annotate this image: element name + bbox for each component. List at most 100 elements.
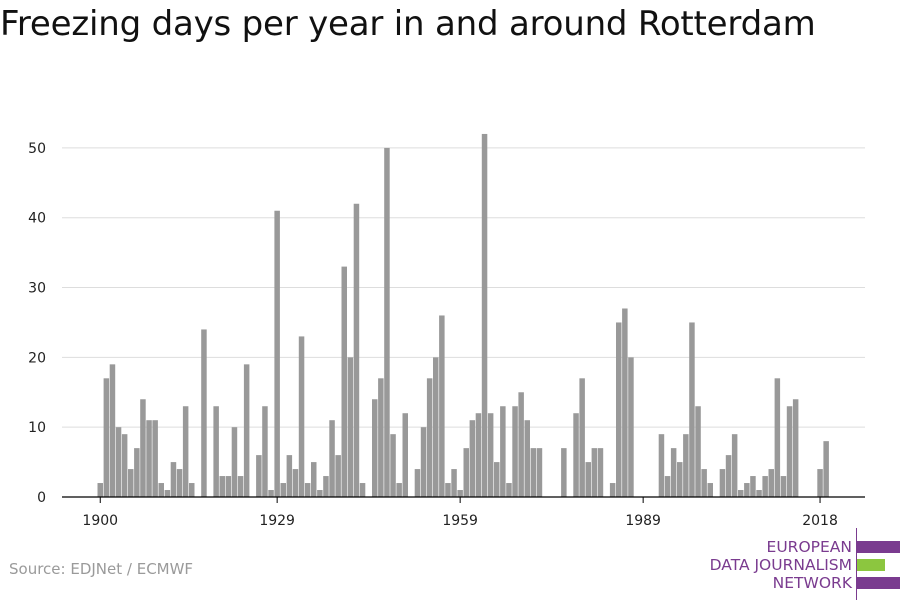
bar (384, 147, 390, 497)
x-tick-label: 1929 (259, 513, 295, 529)
bar (274, 210, 280, 497)
bar (329, 420, 335, 497)
bar (121, 434, 128, 497)
bar (536, 448, 543, 497)
bar (616, 322, 622, 497)
bar (311, 462, 317, 497)
bar (707, 483, 713, 497)
y-tick-label: 20 (28, 350, 46, 366)
edjnet-logo[interactable]: EUROPEAN DATA JOURNALISM NETWORK (700, 528, 900, 600)
bar (158, 483, 164, 497)
bar (219, 476, 225, 497)
bar (341, 266, 347, 497)
bar (146, 420, 152, 497)
bar (664, 476, 671, 497)
bar (359, 483, 366, 497)
bar (725, 455, 732, 497)
bar (561, 448, 567, 497)
bar (115, 427, 122, 497)
logo-bar-1 (857, 541, 900, 553)
bar (817, 469, 823, 497)
bar (530, 448, 537, 497)
bar (762, 476, 768, 497)
source-note: Source: EDJNet / ECMWF (9, 560, 194, 578)
bar (622, 308, 628, 497)
bar (585, 462, 591, 497)
bar (731, 434, 738, 497)
bar (792, 399, 799, 497)
bar (524, 420, 530, 497)
x-tick-label: 1959 (442, 513, 478, 529)
bar (304, 483, 311, 497)
bar (231, 427, 238, 497)
x-tick-label: 2018 (802, 513, 838, 529)
bar (213, 406, 219, 497)
y-tick-label: 40 (28, 211, 46, 227)
bar (128, 469, 134, 497)
y-tick-label: 50 (28, 141, 46, 157)
bar (426, 378, 433, 497)
bar (109, 364, 116, 497)
bar (469, 420, 476, 497)
bar (780, 476, 787, 497)
bar (512, 406, 518, 497)
bar (481, 133, 488, 498)
bar (414, 469, 421, 497)
bar (201, 329, 207, 497)
bar (658, 434, 665, 497)
bar (170, 462, 177, 497)
bar (774, 378, 781, 497)
bar (176, 469, 183, 497)
bar (402, 413, 408, 497)
logo-line-2: DATA JOURNALISM (709, 556, 852, 574)
bar (298, 336, 305, 497)
bar (439, 315, 445, 497)
bar (494, 462, 500, 497)
bar (518, 392, 524, 497)
bar (689, 322, 695, 497)
chart-title: Freezing days per year in and around Rot… (0, 4, 816, 44)
bar (786, 406, 793, 497)
bar (597, 448, 604, 497)
bar (695, 406, 701, 497)
bar (744, 483, 750, 497)
bar (433, 357, 439, 497)
bar (286, 455, 293, 497)
bar (152, 420, 158, 497)
bar (670, 448, 677, 497)
bar (451, 469, 457, 497)
logo-divider (856, 528, 857, 600)
bar (750, 476, 756, 497)
bar (103, 378, 110, 497)
bar (378, 378, 384, 497)
bar (683, 434, 689, 497)
y-tick-label: 0 (37, 490, 46, 506)
bar (134, 448, 140, 497)
bar (262, 406, 268, 497)
bar (317, 490, 323, 497)
bar (225, 476, 232, 497)
bar (591, 448, 598, 497)
bar (256, 455, 262, 497)
logo-line-3: NETWORK (772, 574, 852, 592)
bar (420, 427, 427, 497)
bar (609, 483, 616, 497)
bar (445, 483, 451, 497)
bar (189, 483, 195, 497)
y-tick-label: 30 (28, 281, 46, 297)
bar (292, 469, 299, 497)
y-tick-label: 10 (28, 420, 46, 436)
bar (353, 203, 360, 497)
bar (164, 490, 171, 497)
bar (506, 483, 512, 497)
bar (243, 364, 250, 497)
bar (280, 483, 286, 497)
x-tick-label: 1989 (625, 513, 661, 529)
bar (140, 399, 146, 497)
bar (396, 483, 402, 497)
bar (268, 490, 274, 497)
logo-line-1: EUROPEAN (766, 538, 852, 556)
bar (500, 406, 506, 497)
bar (719, 469, 726, 497)
